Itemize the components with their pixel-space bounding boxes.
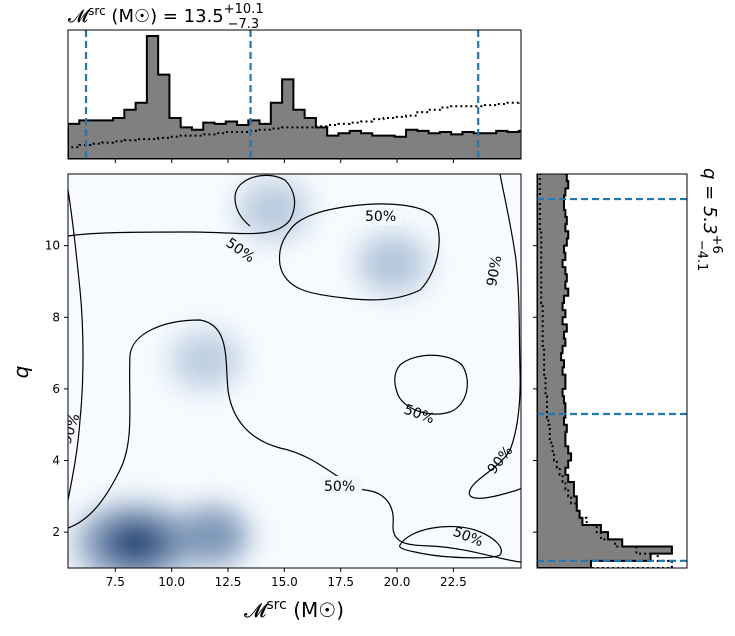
density-blob [356,233,429,294]
x-tick-label: 7.5 [106,575,125,589]
right-marginal-panel: q = 5.3+6−4.1 [533,168,724,569]
y-tick-label: 2 [52,525,60,539]
contour-50-main [68,319,521,563]
right-marginal-title: q = 5.3+6−4.1 [694,168,724,271]
x-axis-label: 𝓜src (M☉) [244,597,344,622]
top-marginal-title: 𝓜src (M☉) = 13.5+10.1 −7.3 [68,2,264,32]
top-tick-marks [114,159,454,163]
y-tick-label: 6 [52,382,60,396]
contour-label-50: 50% [365,209,396,225]
density-blob [176,505,249,566]
density-blob [237,179,310,240]
top-prior-histogram [68,100,521,159]
top-marginal-panel: 𝓜src (M☉) = 13.5+10.1 −7.3 [67,2,522,163]
y-tick-label: 4 [52,454,60,468]
contour-label-50: 50% [324,479,355,495]
y-tick-label: 10 [45,239,60,253]
density-heatmap [73,179,429,568]
x-tick-label: 10.0 [158,575,185,589]
x-tick-label: 17.5 [327,575,354,589]
x-tick-label: 20.0 [384,575,411,589]
density-blob [117,528,154,557]
x-tick-label: 12.5 [215,575,242,589]
density-blob [169,330,242,391]
y-tick-label: 8 [52,310,60,324]
contour-50-top-right [278,203,440,301]
right-quantile-lines [537,197,687,562]
contour-50-mid-right [394,354,468,415]
right-posterior-histogram [537,174,673,568]
contour-50-left-upper [68,174,296,237]
right-tick-marks [533,245,537,533]
contour-label-90: 90% [484,254,505,287]
y-axis-label: q [9,366,33,379]
contour-50-bottom-right [399,525,502,559]
x-tick-label: 22.5 [440,575,467,589]
top-posterior-histogram [68,35,521,159]
joint-x-ticks: 7.5 10.0 12.5 15.0 17.5 20.0 22.5 [106,568,467,589]
contour-90-outer [68,174,521,501]
x-tick-label: 15.0 [271,575,298,589]
joint-density-panel: 50% 50% 50% 50% 50% 90% 90% 90% 7.5 10.0 1… [9,173,522,622]
joint-y-ticks: 2 4 6 8 10 [45,239,68,539]
